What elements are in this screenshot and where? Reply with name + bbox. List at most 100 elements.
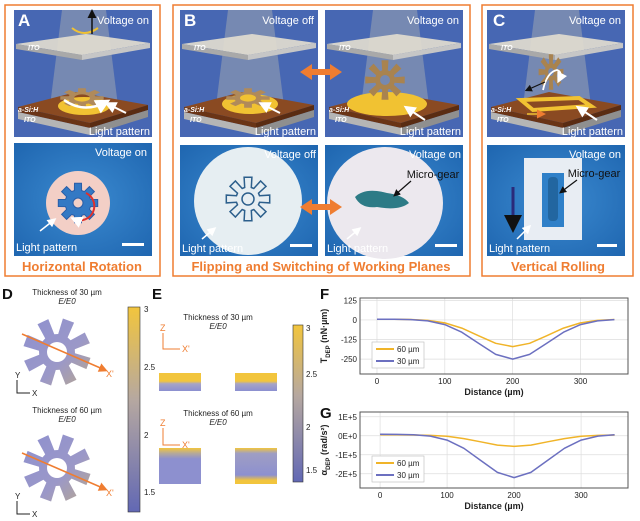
ito-top-label: ITO (501, 45, 513, 52)
panel-b-micrograph-on: Micro-gear Voltage on Light pattern (325, 145, 463, 259)
x-tick-label: 0 (378, 491, 383, 500)
voltage-label: Voltage off (262, 15, 315, 27)
rotation-arrow-icon (70, 192, 96, 228)
series-line-30m (380, 433, 615, 479)
subplot-subtitle: E/E0 (209, 418, 227, 427)
y-tick-label: -1E+5 (335, 451, 357, 460)
light-pattern-label: Light pattern (400, 126, 461, 138)
panel-letter: C (493, 11, 505, 30)
gear-field-map-30 (23, 318, 91, 386)
panel-a: A Voltage on ITO a-Si:H ITO Light patter… (4, 4, 161, 277)
pointer-arrow-icon (575, 105, 598, 121)
panel-letter: E (152, 286, 162, 303)
rotation-indicator-icon (71, 27, 99, 34)
switch-arrow-icon (300, 199, 342, 215)
light-pattern-label: Light pattern (16, 242, 77, 254)
y-tick-label: 1E+5 (338, 413, 357, 422)
y-tick-label: 0E+0 (338, 432, 357, 441)
y-tick-label: -2E+5 (335, 470, 357, 479)
cross-section-60-left (159, 448, 201, 484)
panel-c: C Voltage on ITO a-Si:H ITO Light patter… (481, 4, 634, 277)
y-axis-label: αDEP (rad/s²) (319, 425, 332, 476)
micro-gear-edge-view (548, 177, 558, 221)
voltage-label: Voltage on (409, 149, 461, 161)
plot-frame (359, 411, 629, 489)
plot-frame (359, 297, 629, 375)
legend-label: 60 µm (397, 345, 420, 354)
cross-section-30-right (235, 373, 277, 391)
y-tick-label: 125 (344, 296, 358, 305)
legend-label: 30 µm (397, 357, 420, 366)
light-pattern-label: Light pattern (182, 243, 243, 255)
subplot-title: Thickness of 30 µm (183, 313, 253, 322)
x-tick-label: 100 (438, 377, 452, 386)
asi-label: a-Si:H (329, 107, 350, 114)
axes-icon (16, 380, 30, 394)
asi-label: a-Si:H (18, 107, 39, 114)
ito-bottom-label: ITO (190, 117, 202, 124)
panel-b-schematic-on: Voltage on ITO a-Si:H ITO Light pattern (325, 10, 463, 138)
subplot-subtitle: E/E0 (209, 322, 227, 331)
panel-e: E Thickness of 30 µm E/E0 Z X' Thickness… (152, 286, 318, 484)
subplot-subtitle: E/E0 (58, 415, 76, 424)
axis-label-y: Y (15, 492, 21, 501)
pointer-arrow-icon (258, 102, 281, 114)
x-tick-label: 200 (507, 491, 521, 500)
ito-top-label: ITO (194, 45, 206, 52)
legend (371, 455, 425, 483)
y-axis-label: TDEP (nN·µm) (319, 309, 332, 364)
y-tick-label: 0 (353, 316, 358, 325)
panel-letter: A (18, 11, 30, 30)
panel-a-frame (4, 4, 161, 277)
cut-line (21, 452, 108, 491)
scale-bar (122, 243, 144, 246)
axis-label-x: X (32, 510, 38, 519)
colorbar-tick: 2.5 (306, 370, 318, 379)
x-tick-label: 300 (574, 377, 588, 386)
cross-section-30-left (159, 373, 201, 391)
light-pattern-frame (515, 95, 597, 113)
micro-gear-label: Micro-gear (407, 169, 460, 181)
cross-section-60-right (235, 448, 277, 484)
light-pattern-label: Light pattern (255, 126, 316, 138)
voltage-label: Voltage off (264, 149, 317, 161)
colorbar (127, 306, 141, 513)
gear-icon (538, 54, 564, 90)
axes-icon (162, 333, 180, 350)
colorbar-tick: 1.5 (144, 488, 156, 497)
voltage-label: Voltage on (569, 15, 621, 27)
legend-label: 60 µm (397, 459, 420, 468)
axes-icon (162, 428, 180, 446)
panel-a-schematic: A Voltage on ITO a-Si:H ITO Light patter… (14, 9, 152, 138)
scale-bar (435, 244, 457, 247)
pointer-arrow-icon (346, 227, 362, 240)
legend-label: 30 µm (397, 471, 420, 480)
colorbar-tick: 2.5 (144, 363, 156, 372)
panel-c-micrograph: Micro-gear Voltage on Light pattern (487, 145, 625, 256)
axis-label-x: X' (182, 344, 190, 354)
subplot-subtitle: E/E0 (58, 297, 76, 306)
voltage-label: Voltage on (97, 15, 149, 27)
x-tick-label: 100 (440, 491, 454, 500)
panel-a-micrograph: Voltage on Light pattern (14, 143, 152, 256)
light-pattern-label: Light pattern (489, 243, 550, 255)
pointer-arrow-icon (104, 102, 127, 114)
chart-f: F 0 100 200 300 125 0 -125 -250 60 µm 30 µm Distan… (319, 286, 629, 397)
switch-arrow-icon (300, 64, 342, 80)
panel-letter: G (320, 405, 332, 422)
panel-letter: D (2, 286, 13, 303)
light-pattern-label: Light pattern (89, 126, 150, 138)
caption: Flipping and Switching of Working Planes (191, 259, 450, 274)
ito-top-label: ITO (28, 45, 40, 52)
pointer-arrow-icon (393, 180, 412, 197)
colorbar-tick: 2 (144, 431, 149, 440)
scale-bar (290, 244, 312, 247)
caption: Horizontal Rotation (22, 259, 142, 274)
subplot-title: Thickness of 30 µm (32, 288, 102, 297)
axis-label-y: Y (15, 371, 21, 380)
voltage-label: Voltage on (95, 147, 147, 159)
axis-label-z: Z (160, 418, 166, 428)
panel-letter: B (184, 11, 196, 30)
micro-gear-label: Micro-gear (568, 168, 621, 180)
